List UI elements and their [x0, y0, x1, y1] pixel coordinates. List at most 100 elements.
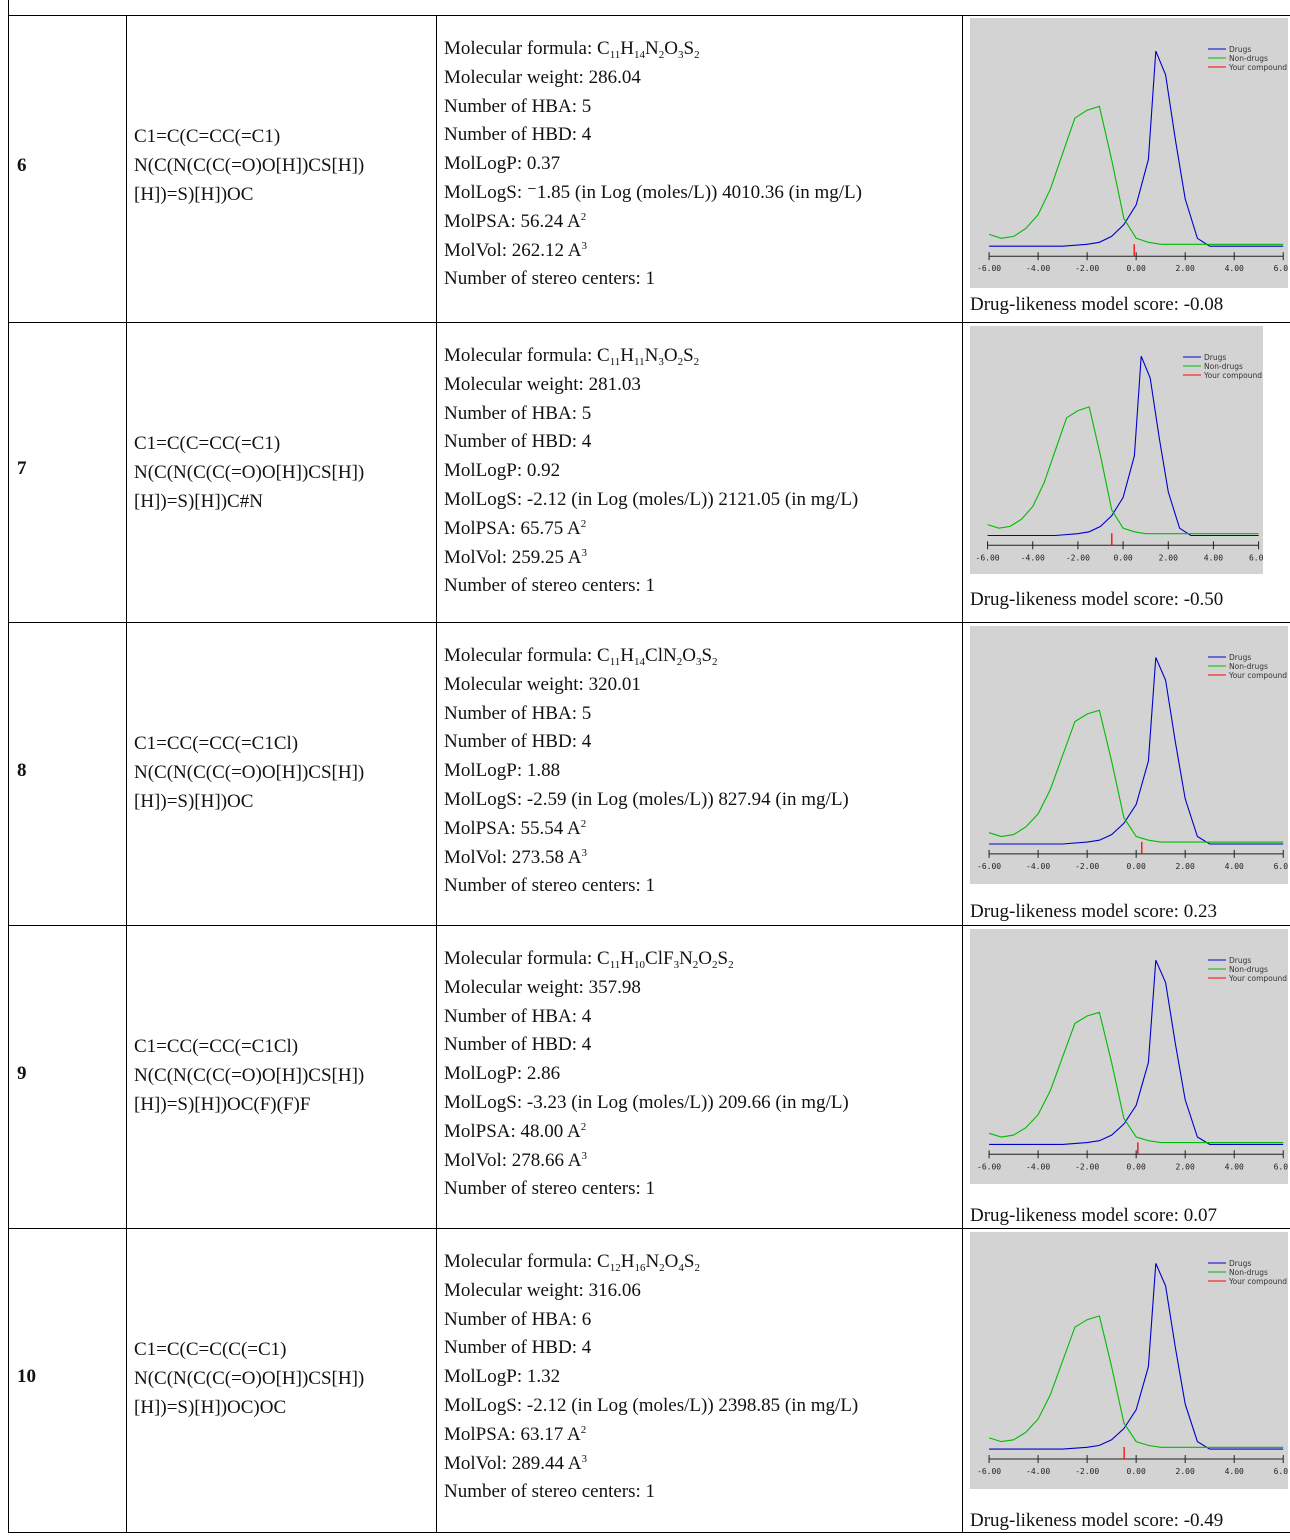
mol-logs: MolLogS: -2.59 (in Log (moles/L)) 827.94… — [444, 788, 849, 810]
drug-likeness-chart: -6.00 -4.00 -2.00 0.00 2.00 4.00 6.00 DrugsNon-… — [970, 929, 1288, 1184]
smiles-line: [H])=S)[H])OC)OC — [134, 1397, 287, 1418]
chart-svg: -6.00 -4.00 -2.00 0.00 2.00 4.00 6.00 DrugsNon-… — [977, 1259, 1288, 1476]
formula-subscript: 2 — [692, 959, 699, 971]
formula-subscript: 3 — [673, 959, 680, 971]
hbd-count: Number of HBD: 4 — [444, 1337, 592, 1359]
molecular-formula: Molecular formula: C11H14ClN2O3S2 — [444, 642, 849, 671]
formula-element: S — [717, 948, 729, 969]
formula-subscript: 2 — [659, 1262, 665, 1274]
mol-psa: MolPSA: 63.17 A2 — [444, 1421, 858, 1450]
mol-psa-unit-exponent: 2 — [580, 210, 587, 223]
row-divider — [8, 622, 1290, 623]
compound-number: 9 — [17, 1062, 27, 1084]
hbd-count: Number of HBD: 4 — [444, 1034, 592, 1056]
x-tick-label: 0.00 — [1127, 1467, 1146, 1476]
mol-vol-unit-exponent: 3 — [581, 1452, 587, 1465]
smiles-line: [H])=S)[H])OC — [134, 791, 254, 812]
molecular-formula: Molecular formula: C11H11N3O2S2 — [444, 342, 858, 371]
chart-svg: -6.00 -4.00 -2.00 0.00 2.00 4.00 6.00 DrugsNon-… — [977, 45, 1288, 273]
formula-subscript: 2 — [694, 49, 700, 61]
x-tick-label: -4.00 — [1021, 553, 1045, 562]
x-tick-label: -6.00 — [977, 1467, 1001, 1476]
x-tick-label: 0.00 — [1127, 862, 1146, 871]
chart-svg: -6.00 -4.00 -2.00 0.00 2.00 4.00 6.00 DrugsNon-… — [977, 653, 1288, 871]
formula-element: O — [682, 645, 696, 666]
hbd-count: Number of HBD: 4 — [444, 124, 592, 146]
smiles-string: C1=C(C=CC(=C1) N(C(N(C(C(=O)O[H])CS[H]) [H… — [134, 429, 364, 516]
molecular-weight: Molecular weight: 357.98 — [444, 976, 641, 998]
formula-subscript: 2 — [693, 356, 700, 368]
property-list: Molecular formula: C11H11N3O2S2 Molecular… — [444, 342, 858, 601]
x-tick-label: -4.00 — [1026, 1162, 1050, 1171]
formula-element: S — [683, 38, 695, 59]
smiles-line: C1=CC(=CC(=C1Cl) — [134, 733, 299, 754]
drug-likeness-chart: -6.00 -4.00 -2.00 0.00 2.00 4.00 6.00 DrugsNon-… — [970, 1232, 1288, 1489]
x-tick-label: 0.00 — [1113, 553, 1132, 562]
smiles-string: C1=CC(=CC(=C1Cl) N(C(N(C(C(=O)O[H])CS[H])… — [134, 1032, 364, 1119]
mol-vol: MolVol: 289.44 A3 — [444, 1450, 858, 1479]
formula-element: H — [620, 345, 635, 366]
legend-label: Non-drugs — [1229, 54, 1268, 63]
drug-likeness-score: Drug-likeness model score: -0.50 — [970, 589, 1224, 610]
formula-element: O — [698, 948, 713, 969]
smiles-line: C1=C(C=C(C(=C1) — [134, 1339, 287, 1360]
mol-vol-unit-exponent: 3 — [581, 846, 587, 859]
formula-subscript: 2 — [712, 656, 718, 668]
formula-subscript: 3 — [695, 656, 702, 668]
hba-count: Number of HBA: 5 — [444, 95, 592, 117]
mol-psa-unit-exponent: 2 — [580, 517, 587, 530]
column-divider — [436, 15, 437, 1532]
x-tick-label: 6.00 — [1274, 264, 1288, 273]
formula-label: Molecular formula: — [444, 645, 598, 666]
compound-number: 8 — [17, 759, 27, 781]
formula-subscript: 4 — [678, 1262, 684, 1274]
compound-number: 10 — [17, 1366, 36, 1387]
formula-element: O — [664, 38, 678, 59]
stereo-centers: Number of stereo centers: 1 — [444, 268, 656, 290]
molecular-weight: Molecular weight: 286.04 — [444, 66, 641, 88]
column-divider — [962, 15, 963, 1532]
formula-subscript: 2 — [712, 959, 718, 971]
mol-psa-unit-exponent: 2 — [580, 817, 587, 830]
table-border-bottom — [8, 1532, 1290, 1533]
formula-subscript: 2 — [658, 49, 665, 61]
mol-psa-value: MolPSA: 48.00 A — [444, 1120, 581, 1142]
x-tick-label: 0.00 — [1127, 1162, 1146, 1171]
mol-vol-unit-exponent: 3 — [581, 1149, 587, 1162]
formula-element: N — [644, 345, 659, 366]
mol-logs: MolLogS: -2.12 (in Log (moles/L)) 2121.0… — [444, 488, 859, 510]
x-tick-label: 2.00 — [1159, 553, 1178, 562]
formula-element: C — [597, 38, 610, 59]
smiles-string: C1=C(C=C(C(=C1) N(C(N(C(C(=O)O[H])CS[H]) [… — [134, 1335, 364, 1422]
x-tick-label: -2.00 — [1075, 1467, 1099, 1476]
x-tick-label: 2.00 — [1176, 862, 1195, 871]
drug-likeness-chart: -6.00 -4.00 -2.00 0.00 2.00 4.00 6.00 DrugsNon-… — [970, 18, 1288, 288]
legend-label: Drugs — [1229, 45, 1251, 54]
formula-subscript: 11 — [609, 656, 621, 668]
x-tick-label: -4.00 — [1026, 264, 1050, 273]
drug-likeness-score: Drug-likeness model score: 0.23 — [970, 901, 1217, 922]
non-drugs-series-line — [988, 1011, 1284, 1144]
x-tick-label: 2.00 — [1176, 1162, 1195, 1171]
mol-psa-unit-exponent: 2 — [580, 1120, 587, 1133]
mol-psa-value: MolPSA: 55.54 A — [444, 817, 581, 839]
x-tick-label: 6.00 — [1274, 1162, 1288, 1171]
formula-element: ClN — [645, 645, 677, 666]
x-tick-label: 6.00 — [1274, 862, 1288, 871]
formula-label: Molecular formula: — [444, 1251, 598, 1272]
mol-vol-value: MolVol: 262.12 A — [444, 239, 582, 261]
legend-label: Non-drugs — [1204, 362, 1243, 371]
hbd-count: Number of HBD: 4 — [444, 431, 592, 453]
x-tick-label: -4.00 — [1026, 1467, 1050, 1476]
x-tick-label: -2.00 — [1066, 553, 1090, 562]
formula-subscript: 12 — [609, 1262, 621, 1274]
mol-vol: MolVol: 273.58 A3 — [444, 844, 849, 873]
formula-label: Molecular formula: — [444, 948, 598, 969]
row-divider — [8, 15, 1290, 16]
smiles-line: N(C(N(C(C(=O)O[H])CS[H]) — [134, 1065, 365, 1086]
mol-logp: MolLogP: 1.88 — [444, 760, 561, 782]
mol-logs: MolLogS: ⁻1.85 (in Log (moles/L)) 4010.3… — [444, 181, 862, 203]
non-drugs-series-line — [988, 1315, 1284, 1448]
legend-label: Your compound — [1228, 63, 1287, 72]
